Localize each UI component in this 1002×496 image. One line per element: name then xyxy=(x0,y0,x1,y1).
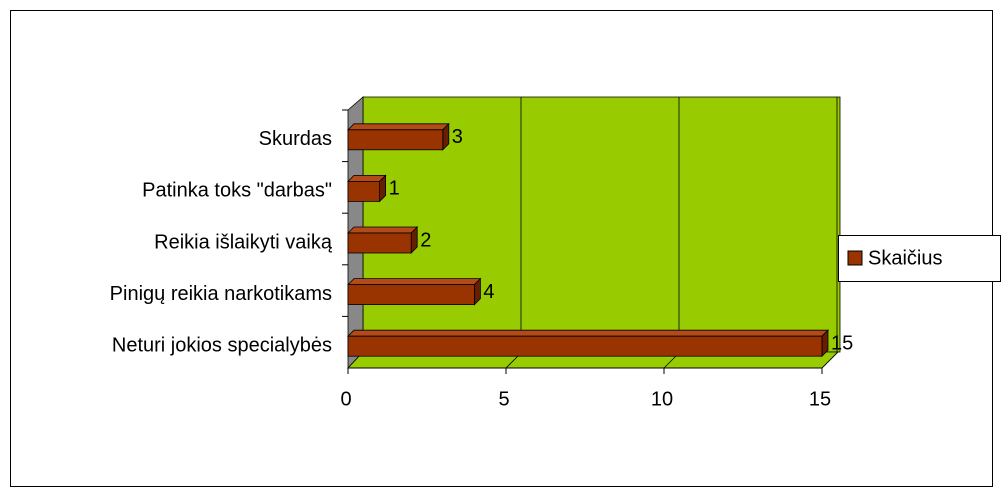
x-tick-label: 10 xyxy=(651,388,673,410)
y-tick-label: Neturi jokios specialybės xyxy=(112,334,332,356)
y-tick-label: Reikia išlaikyti vaiką xyxy=(154,231,333,253)
value-label: 15 xyxy=(831,332,853,354)
value-label: 1 xyxy=(389,178,400,200)
floor-grid-line xyxy=(821,352,838,369)
bar xyxy=(347,284,475,306)
y-tick-label: Pinigų reikia narkotikams xyxy=(110,283,332,305)
bar xyxy=(347,335,823,357)
x-tick-label: 5 xyxy=(498,388,509,410)
value-label: 2 xyxy=(420,229,431,251)
y-tick-label: Patinka toks "darbas" xyxy=(142,180,332,202)
bar-top xyxy=(347,278,482,286)
x-tick-label: 15 xyxy=(809,388,831,410)
legend-swatch xyxy=(847,250,863,266)
legend-label: Skaičius xyxy=(868,247,942,269)
bar-top xyxy=(347,329,829,337)
bar xyxy=(347,129,444,151)
x-tick-label: 0 xyxy=(340,388,351,410)
bar-top xyxy=(347,123,450,131)
y-tick-label: Skurdas xyxy=(259,128,332,150)
bar-top xyxy=(347,226,419,234)
value-label: 3 xyxy=(452,126,463,148)
bar xyxy=(347,232,412,254)
legend-box xyxy=(838,235,1001,282)
value-label: 4 xyxy=(483,281,494,303)
bar xyxy=(347,180,381,202)
